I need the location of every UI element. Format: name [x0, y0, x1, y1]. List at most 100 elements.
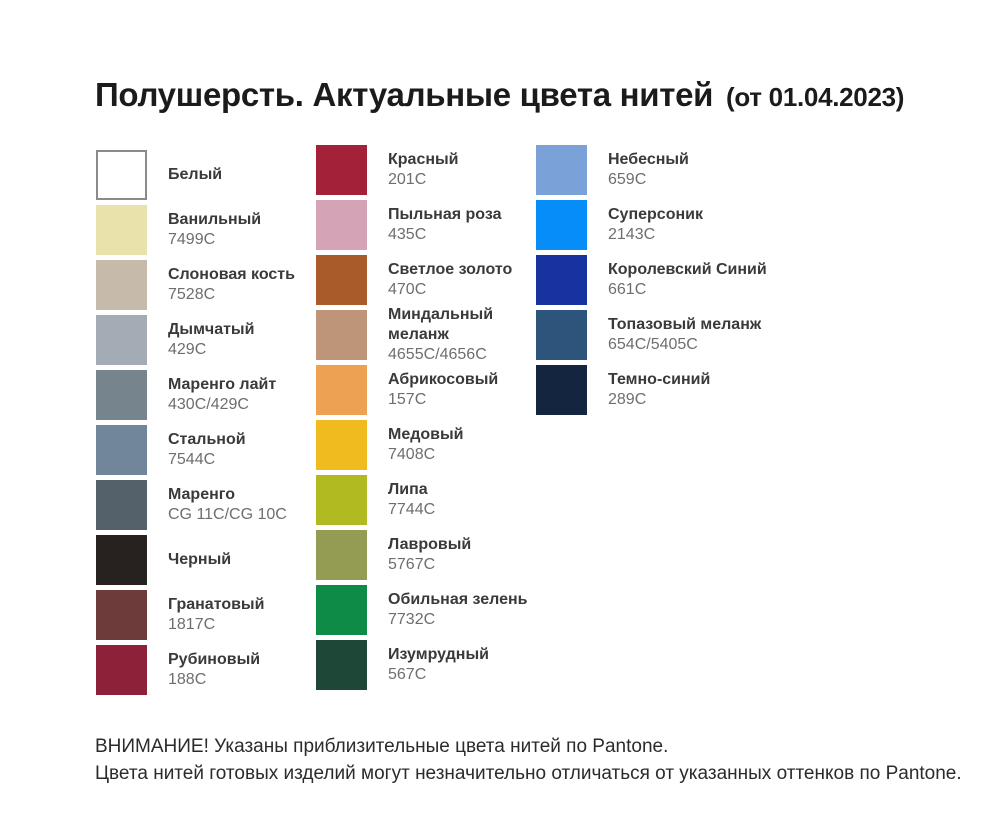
color-code: 2143C [608, 226, 656, 243]
color-label: Королевский Синий 661C [608, 260, 818, 300]
page-title-date: (от 01.04.2023) [726, 82, 905, 112]
color-entry: Ванильный 7499C [96, 205, 316, 255]
color-code: 470C [388, 281, 427, 298]
color-name: Рубиновый [168, 651, 261, 668]
color-code: 7744C [388, 501, 436, 518]
color-swatch [316, 420, 367, 470]
color-swatch [536, 310, 587, 360]
color-name: Черный [168, 551, 232, 568]
color-name: Белый [168, 166, 223, 183]
color-swatch [96, 150, 147, 200]
color-entry: Миндальный меланж 4655C/4656C [316, 306, 536, 363]
color-name: Гранатовый [168, 596, 265, 613]
color-name: Пыльная роза [388, 206, 502, 223]
color-swatch [96, 205, 147, 255]
color-code: 157C [388, 391, 427, 408]
color-label: Маренго лайт 430C/429C [168, 375, 316, 415]
color-code: 7544C [168, 451, 216, 468]
color-name: Миндальный меланж [388, 306, 494, 343]
color-code: 661C [608, 281, 647, 298]
footer-note: ВНИМАНИЕ! Указаны приблизительные цвета … [95, 733, 962, 787]
color-label: Ванильный 7499C [168, 210, 316, 250]
color-swatch [96, 590, 147, 640]
color-label: Пыльная роза 435C [388, 205, 536, 245]
color-swatch [316, 200, 367, 250]
color-label: Слоновая кость 7528C [168, 265, 316, 305]
color-name: Темно-синий [608, 371, 711, 388]
color-code: 201C [388, 171, 427, 188]
color-swatch [96, 370, 147, 420]
color-swatch [536, 365, 587, 415]
color-code: 567C [388, 666, 427, 683]
color-code: 188C [168, 671, 207, 688]
color-entry: Гранатовый 1817C [96, 590, 316, 640]
color-entry: Маренго CG 11C/CG 10C [96, 480, 316, 530]
color-code: 7408C [388, 446, 436, 463]
color-label: Абрикосовый 157C [388, 370, 536, 410]
color-label: Стальной 7544C [168, 430, 316, 470]
color-name: Стальной [168, 431, 246, 448]
color-swatch [316, 640, 367, 690]
color-code: 435C [388, 226, 427, 243]
color-swatch [536, 145, 587, 195]
color-label: Небесный 659C [608, 150, 818, 190]
color-entry: Медовый 7408C [316, 420, 536, 470]
color-swatch [96, 535, 147, 585]
color-label: Лавровый 5767C [388, 535, 536, 575]
footer-line-1: ВНИМАНИЕ! Указаны приблизительные цвета … [95, 736, 669, 757]
swatch-grid: Белый Ванильный 7499C Слоновая кость 7528C Ды… [96, 145, 836, 700]
color-swatch [536, 255, 587, 305]
color-code: 4655C/4656C [388, 346, 487, 363]
color-swatch [536, 200, 587, 250]
color-swatch [96, 645, 147, 695]
color-code: 430C/429C [168, 396, 249, 413]
color-entry: Небесный 659C [536, 145, 836, 195]
color-code: 659C [608, 171, 647, 188]
color-entry: Стальной 7544C [96, 425, 316, 475]
color-entry: Красный 201C [316, 145, 536, 195]
color-entry: Изумрудный 567C [316, 640, 536, 690]
color-swatch [96, 315, 147, 365]
color-name: Ванильный [168, 211, 262, 228]
color-code: CG 11C/CG 10C [168, 506, 287, 523]
color-code: 289C [608, 391, 647, 408]
color-swatch [316, 255, 367, 305]
color-label: Гранатовый 1817C [168, 595, 316, 635]
color-name: Красный [388, 151, 459, 168]
color-code: 5767C [388, 556, 436, 573]
color-label: Миндальный меланж 4655C/4656C [388, 305, 536, 365]
color-code: 7732C [388, 611, 436, 628]
color-label: Белый [168, 165, 316, 185]
color-swatch [316, 365, 367, 415]
color-label: Изумрудный 567C [388, 645, 536, 685]
color-entry: Абрикосовый 157C [316, 365, 536, 415]
swatch-column-1: Белый Ванильный 7499C Слоновая кость 7528C Ды… [96, 145, 316, 700]
color-name: Дымчатый [168, 321, 255, 338]
color-entry: Обильная зелень 7732C [316, 585, 536, 635]
color-name: Топазовый меланж [608, 316, 762, 333]
color-label: Дымчатый 429C [168, 320, 316, 360]
color-label: Обильная зелень 7732C [388, 590, 536, 630]
color-entry: Белый [96, 150, 316, 200]
color-swatch [316, 585, 367, 635]
color-name: Маренго [168, 486, 235, 503]
color-code: 429C [168, 341, 207, 358]
color-entry: Королевский Синий 661C [536, 255, 836, 305]
color-entry: Рубиновый 188C [96, 645, 316, 695]
color-label: Черный [168, 550, 316, 570]
color-label: Медовый 7408C [388, 425, 536, 465]
color-code: 7528C [168, 286, 216, 303]
color-name: Слоновая кость [168, 266, 295, 283]
color-entry: Светлое золото 470C [316, 255, 536, 305]
color-label: Красный 201C [388, 150, 536, 190]
page-title-main: Полушерсть. Актуальные цвета нитей [95, 76, 714, 113]
color-label: Липа 7744C [388, 480, 536, 520]
color-swatch [316, 310, 367, 360]
color-entry: Топазовый меланж 654C/5405C [536, 310, 836, 360]
color-entry: Лавровый 5767C [316, 530, 536, 580]
color-name: Суперсоник [608, 206, 703, 223]
color-name: Абрикосовый [388, 371, 499, 388]
color-swatch [96, 425, 147, 475]
color-entry: Черный [96, 535, 316, 585]
color-entry: Маренго лайт 430C/429C [96, 370, 316, 420]
